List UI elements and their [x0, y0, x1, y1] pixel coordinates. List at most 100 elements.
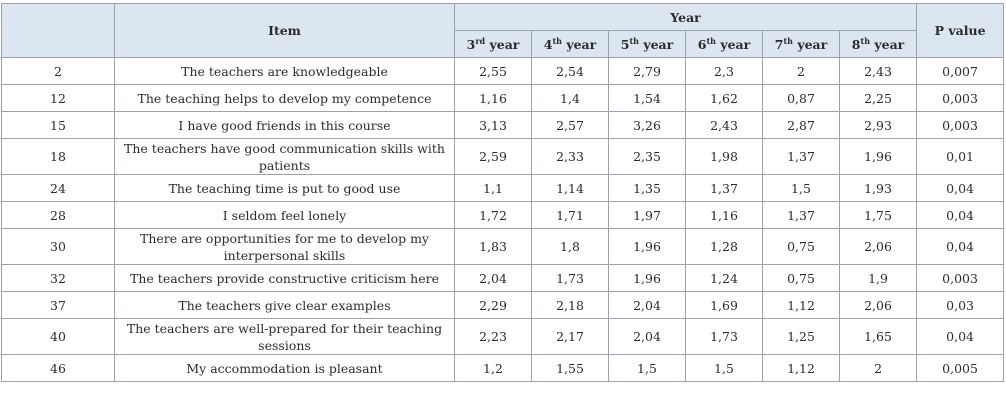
item-cell: The teaching time is put to good use: [114, 174, 455, 202]
year-5-value-cell: 1,97: [608, 201, 686, 229]
p-value-cell: 0,04: [916, 201, 1005, 229]
year-5-value-cell: 1,96: [608, 228, 686, 265]
year-8-value-cell: 2,93: [838, 111, 918, 139]
year-8-value-cell: 2: [838, 354, 918, 382]
year-4-value-cell: 1,71: [531, 201, 609, 229]
header-p-value: P value: [916, 3, 1005, 58]
year-7-value-cell: 1,25: [762, 318, 840, 355]
p-value-cell: 0,04: [916, 318, 1005, 355]
year-8-value-cell: 2,25: [838, 84, 918, 112]
results-table: Item Year P value 3rd year 4th year 5th ye…: [1, 3, 1005, 382]
year-3-value-cell: 1,16: [454, 84, 532, 112]
year-4-value-cell: 1,4: [531, 84, 609, 112]
year-6-value-cell: 2,3: [685, 57, 763, 85]
year-5-value-cell: 2,04: [608, 318, 686, 355]
year-8-value-cell: 1,93: [838, 174, 918, 202]
p-value-cell: 0,003: [916, 84, 1005, 112]
year-5-value-cell: 1,96: [608, 264, 686, 292]
table-row: 30 There are opportunities for me to deve…: [1, 228, 1005, 265]
p-value-cell: 0,04: [916, 228, 1005, 265]
year-6-value-cell: 1,69: [685, 291, 763, 319]
p-value-cell: 0,003: [916, 264, 1005, 292]
year-6-value-cell: 1,16: [685, 201, 763, 229]
year-7-value-cell: 1,5: [762, 174, 840, 202]
year-6-value-cell: 1,5: [685, 354, 763, 382]
year-6-value-cell: 1,98: [685, 138, 763, 175]
row-number-cell: 46: [1, 354, 115, 382]
table-body: 2 The teachers are knowledgeable 2,55 2,54 2…: [1, 57, 1005, 382]
row-number-cell: 2: [1, 57, 115, 85]
year-8-value-cell: 1,9: [838, 264, 918, 292]
year-4-value-cell: 2,18: [531, 291, 609, 319]
p-value-cell: 0,01: [916, 138, 1005, 175]
header-year-8: 8th year: [838, 30, 918, 58]
year-6-value-cell: 1,37: [685, 174, 763, 202]
item-cell: The teachers give clear examples: [114, 291, 455, 319]
year-5-value-cell: 2,35: [608, 138, 686, 175]
p-value-cell: 0,04: [916, 174, 1005, 202]
year-3-value-cell: 2,59: [454, 138, 532, 175]
item-cell: The teachers provide constructive critic…: [114, 264, 455, 292]
year-3-value-cell: 2,23: [454, 318, 532, 355]
item-cell: There are opportunities for me to develo…: [114, 228, 455, 265]
year-6-value-cell: 2,43: [685, 111, 763, 139]
year-8-value-cell: 1,96: [838, 138, 918, 175]
year-4-value-cell: 1,14: [531, 174, 609, 202]
row-number-cell: 30: [1, 228, 115, 265]
year-8-value-cell: 1,65: [838, 318, 918, 355]
item-cell: The teaching helps to develop my compete…: [114, 84, 455, 112]
table-row: 18 The teachers have good communication s…: [1, 138, 1005, 175]
row-number-cell: 32: [1, 264, 115, 292]
year-5-value-cell: 2,79: [608, 57, 686, 85]
item-cell: I seldom feel lonely: [114, 201, 455, 229]
year-8-value-cell: 1,75: [838, 201, 918, 229]
year-5-value-cell: 1,5: [608, 354, 686, 382]
item-cell: The teachers have good communication ski…: [114, 138, 455, 175]
year-5-value-cell: 2,04: [608, 291, 686, 319]
year-3-value-cell: 3,13: [454, 111, 532, 139]
row-number-cell: 40: [1, 318, 115, 355]
table-row: 37 The teachers give clear examples 2,29 2,…: [1, 291, 1005, 319]
year-7-value-cell: 1,12: [762, 291, 840, 319]
table-row: 24 The teaching time is put to good use 1,…: [1, 174, 1005, 202]
year-4-value-cell: 2,57: [531, 111, 609, 139]
year-3-value-cell: 2,55: [454, 57, 532, 85]
year-5-value-cell: 1,54: [608, 84, 686, 112]
year-3-value-cell: 2,04: [454, 264, 532, 292]
item-cell: I have good friends in this course: [114, 111, 455, 139]
row-number-cell: 28: [1, 201, 115, 229]
year-4-value-cell: 1,55: [531, 354, 609, 382]
year-7-value-cell: 1,37: [762, 201, 840, 229]
year-7-value-cell: 1,37: [762, 138, 840, 175]
row-number-cell: 37: [1, 291, 115, 319]
year-8-value-cell: 2,06: [838, 291, 918, 319]
header-year-6: 6th year: [685, 30, 763, 58]
table-row: 46 My accommodation is pleasant 1,2 1,55 1,5…: [1, 354, 1005, 382]
row-number-cell: 12: [1, 84, 115, 112]
table-row: 12 The teaching helps to develop my compe…: [1, 84, 1005, 112]
header-year-group: Year: [453, 3, 918, 31]
table-row: 32 The teachers provide constructive crit…: [1, 264, 1005, 292]
year-7-value-cell: 2: [762, 57, 840, 85]
table-row: 40 The teachers are well-prepared for the…: [1, 318, 1005, 355]
year-5-value-cell: 3,26: [608, 111, 686, 139]
year-6-value-cell: 1,24: [685, 264, 763, 292]
item-cell: My accommodation is pleasant: [114, 354, 455, 382]
table-row: 28 I seldom feel lonely 1,72 1,71 1,97 1,16 1,…: [1, 201, 1005, 229]
table-row: 15 I have good friends in this course 3,13…: [1, 111, 1005, 139]
year-4-value-cell: 2,33: [531, 138, 609, 175]
table-header: Item Year P value 3rd year 4th year 5th ye…: [1, 3, 1005, 58]
header-year-3: 3rd year: [454, 30, 532, 58]
year-3-value-cell: 1,2: [454, 354, 532, 382]
header-row-number: [1, 3, 115, 58]
year-4-value-cell: 1,73: [531, 264, 609, 292]
year-8-value-cell: 2,06: [838, 228, 918, 265]
year-7-value-cell: 1,12: [762, 354, 840, 382]
year-6-value-cell: 1,28: [685, 228, 763, 265]
row-number-cell: 18: [1, 138, 115, 175]
year-3-value-cell: 1,72: [454, 201, 532, 229]
p-value-cell: 0,003: [916, 111, 1005, 139]
year-6-value-cell: 1,73: [685, 318, 763, 355]
year-4-value-cell: 2,17: [531, 318, 609, 355]
row-number-cell: 24: [1, 174, 115, 202]
